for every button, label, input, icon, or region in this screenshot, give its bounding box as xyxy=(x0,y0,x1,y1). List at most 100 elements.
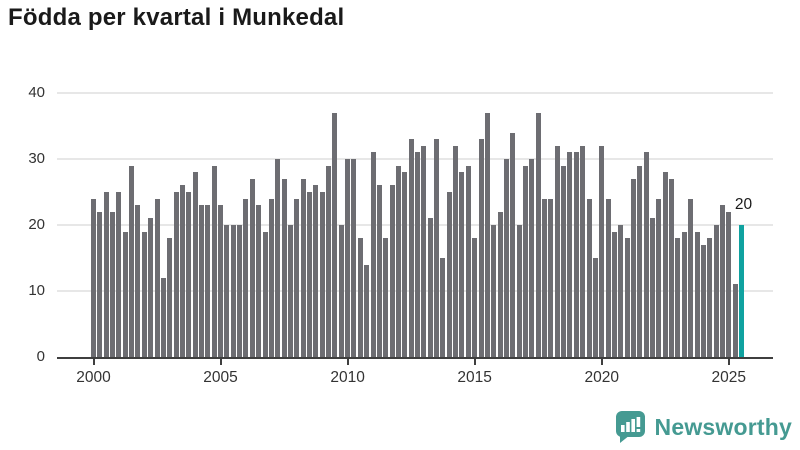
bar xyxy=(580,145,586,357)
y-axis-tick-label: 10 xyxy=(28,282,45,299)
bar xyxy=(256,205,262,357)
bar xyxy=(453,145,459,357)
bar xyxy=(218,205,224,357)
x-axis-tick-label: 2020 xyxy=(584,369,619,386)
bar xyxy=(548,198,554,357)
newsworthy-logo: Newsworthy xyxy=(615,411,792,444)
bar xyxy=(503,159,509,357)
x-axis-tick-label: 2015 xyxy=(457,369,492,386)
last-value-label: 20 xyxy=(734,196,753,213)
bar xyxy=(275,159,281,357)
bar xyxy=(599,145,605,357)
bar xyxy=(561,165,567,357)
bar xyxy=(529,159,535,357)
bar xyxy=(224,225,230,357)
bar xyxy=(148,218,154,357)
bar xyxy=(478,139,484,357)
bar xyxy=(326,165,332,357)
bar xyxy=(116,192,122,357)
bar xyxy=(434,139,440,357)
bar xyxy=(688,198,694,357)
bar xyxy=(141,231,147,357)
bar xyxy=(160,277,166,357)
bar xyxy=(637,165,643,357)
bar xyxy=(262,231,268,357)
y-axis-tick-label: 0 xyxy=(36,348,45,365)
bar xyxy=(211,165,217,357)
bar xyxy=(97,211,103,357)
bar xyxy=(459,172,465,357)
bar xyxy=(383,238,389,357)
bar xyxy=(186,192,192,357)
bar xyxy=(662,172,668,357)
bar xyxy=(611,231,617,357)
bar xyxy=(643,152,649,357)
bar xyxy=(351,159,357,357)
bar xyxy=(472,238,478,357)
bar xyxy=(700,244,706,357)
bar xyxy=(650,218,656,357)
x-axis-tick-label: 2025 xyxy=(711,369,747,386)
bar xyxy=(497,211,503,357)
bar xyxy=(357,238,363,357)
bar xyxy=(103,192,109,357)
bar xyxy=(484,112,490,357)
bar xyxy=(167,238,173,357)
bar xyxy=(154,198,160,357)
bar xyxy=(205,205,211,357)
bar xyxy=(300,178,306,357)
bar xyxy=(573,152,579,357)
bar xyxy=(389,185,395,357)
bar xyxy=(249,178,255,357)
bar xyxy=(523,165,528,357)
bar xyxy=(415,152,420,357)
bar xyxy=(465,165,471,357)
bar xyxy=(675,238,681,357)
bar xyxy=(669,178,675,357)
x-axis-tick xyxy=(92,358,95,365)
x-axis-tick-label: 2005 xyxy=(203,369,238,386)
bar xyxy=(268,198,274,357)
bar xyxy=(694,231,700,357)
bar xyxy=(713,225,719,357)
y-axis-tick-label: 40 xyxy=(28,84,45,101)
bar xyxy=(440,258,446,357)
bar xyxy=(421,145,427,357)
bar xyxy=(122,231,128,357)
bar xyxy=(707,238,713,357)
bar xyxy=(135,205,141,357)
x-axis-tick xyxy=(346,358,349,365)
bar xyxy=(516,225,522,357)
bar xyxy=(542,198,548,357)
bar xyxy=(631,178,636,357)
bar xyxy=(681,231,687,357)
bar xyxy=(192,172,198,357)
bar xyxy=(370,152,376,357)
bar xyxy=(395,165,401,357)
bar xyxy=(719,205,725,357)
bar xyxy=(726,211,732,357)
bar xyxy=(319,192,325,357)
bar xyxy=(281,178,287,357)
bar xyxy=(491,225,497,357)
bar xyxy=(129,165,135,357)
y-axis-tick-label: 30 xyxy=(28,150,45,167)
y-axis-tick-label: 20 xyxy=(28,216,45,233)
x-axis-tick xyxy=(219,358,222,365)
bar xyxy=(364,264,370,357)
gridline xyxy=(57,92,773,94)
bar xyxy=(307,192,312,357)
bar xyxy=(237,225,243,357)
bar xyxy=(605,198,611,357)
x-axis-line xyxy=(57,357,773,359)
x-axis-tick xyxy=(600,358,603,365)
bar xyxy=(567,152,573,357)
bar xyxy=(199,205,204,357)
bar xyxy=(376,185,382,357)
bar xyxy=(173,192,179,357)
bar xyxy=(586,198,592,357)
newsworthy-logo-text: Newsworthy xyxy=(654,414,792,440)
bar xyxy=(427,218,433,357)
